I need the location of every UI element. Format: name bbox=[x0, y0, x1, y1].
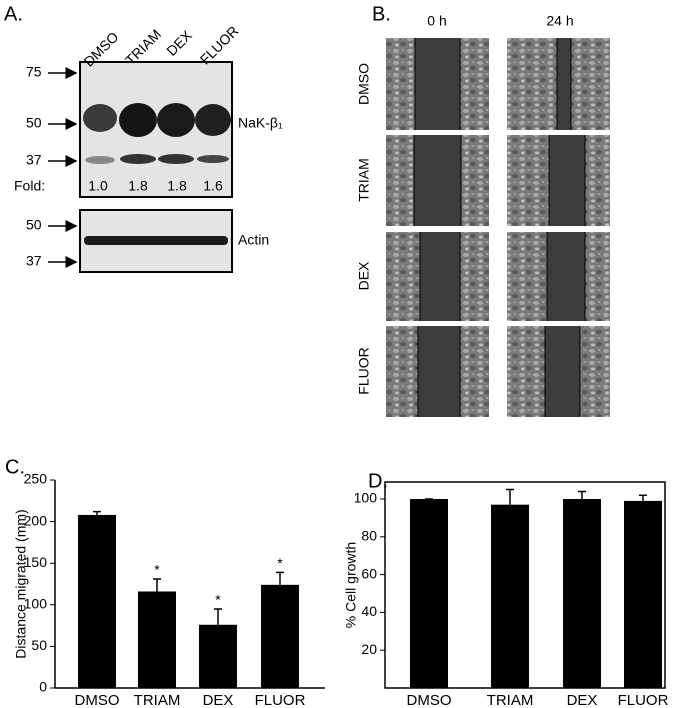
wound-gap bbox=[415, 38, 460, 130]
marker-label: 50 bbox=[26, 115, 42, 131]
bar bbox=[624, 500, 662, 688]
x-tick-label: DMSO bbox=[75, 692, 120, 708]
y-tick-label: 200 bbox=[24, 512, 48, 528]
bar bbox=[491, 504, 529, 688]
wound-gap bbox=[549, 135, 585, 226]
marker-label: 37 bbox=[26, 253, 42, 269]
significance-label: * bbox=[154, 562, 160, 578]
x-tick-label: DEX bbox=[567, 692, 598, 708]
y-tick-label: 150 bbox=[24, 554, 48, 570]
x-tick-label: TRIAM bbox=[134, 692, 181, 708]
y-tick-label: 100 bbox=[354, 490, 378, 506]
wound-gap bbox=[414, 135, 461, 226]
treatment-label: FLUOR bbox=[356, 347, 372, 394]
charts: C. Distance migrated (mm) 0 50 100 150 200 250 D… bbox=[5, 456, 669, 708]
error-bar bbox=[506, 488, 514, 505]
error-bar bbox=[639, 494, 647, 501]
y-tick-label: 80 bbox=[361, 528, 377, 544]
marker-label: 50 bbox=[26, 217, 42, 233]
fold-value: 1.0 bbox=[88, 178, 108, 194]
y-tick-label: 60 bbox=[361, 565, 377, 581]
y-tick-label: 20 bbox=[361, 641, 377, 657]
lane-label: DEX bbox=[163, 27, 195, 59]
significance-label: * bbox=[215, 592, 221, 608]
panel-label: A. bbox=[4, 3, 23, 25]
panel-label: D. bbox=[368, 470, 388, 492]
treatment-label: DMSO bbox=[356, 63, 372, 105]
x-tick-label: TRIAM bbox=[487, 692, 534, 708]
wound-gap bbox=[547, 232, 585, 321]
y-tick-label: 100 bbox=[24, 596, 48, 612]
y-tick-label: 250 bbox=[24, 471, 48, 487]
wound-gap bbox=[557, 38, 571, 130]
y-tick-label: 40 bbox=[361, 603, 377, 619]
fold-value: 1.8 bbox=[128, 178, 148, 194]
y-axis-label: Distance migrated (mm) bbox=[13, 509, 29, 658]
bar bbox=[261, 584, 299, 688]
wound-gap bbox=[420, 232, 460, 321]
bar bbox=[138, 591, 176, 688]
x-tick-label: FLUOR bbox=[255, 692, 306, 708]
error-bar bbox=[214, 608, 222, 625]
timepoint-label: 0 h bbox=[427, 13, 446, 29]
significance-label: * bbox=[277, 555, 283, 571]
x-tick-label: DEX bbox=[203, 692, 234, 708]
blot bbox=[48, 61, 233, 273]
plot-frame bbox=[384, 481, 666, 689]
x-tick-label: DMSO bbox=[407, 692, 452, 708]
panel-label: C. bbox=[5, 456, 25, 478]
fold-value: 1.8 bbox=[167, 178, 187, 194]
error-bar bbox=[578, 490, 586, 500]
lane-label: FLUOR bbox=[197, 23, 242, 68]
x-tick-label: FLUOR bbox=[618, 692, 669, 708]
treatment-label: DEX bbox=[356, 261, 372, 290]
bar bbox=[78, 514, 116, 688]
marker-label: 75 bbox=[26, 64, 42, 80]
marker-label: 37 bbox=[26, 152, 42, 168]
y-tick-label: 0 bbox=[39, 679, 47, 695]
y-tick-label: 50 bbox=[31, 637, 47, 653]
y-axis-label: % Cell growth bbox=[343, 542, 359, 628]
protein-label: Actin bbox=[238, 232, 269, 248]
error-bar bbox=[153, 578, 161, 592]
micrographs bbox=[386, 38, 610, 417]
error-bar bbox=[93, 510, 101, 515]
protein-label: NaK-β₁ bbox=[238, 115, 283, 131]
bar bbox=[199, 624, 237, 688]
fold-label: Fold: bbox=[14, 178, 45, 194]
bar bbox=[563, 499, 601, 688]
timepoint-label: 24 h bbox=[546, 13, 573, 29]
panel-label: B. bbox=[372, 3, 391, 25]
bar bbox=[410, 499, 448, 688]
treatment-label: TRIAM bbox=[356, 158, 372, 202]
wound-gap bbox=[545, 326, 580, 417]
fold-value: 1.6 bbox=[203, 178, 223, 194]
error-bar bbox=[276, 571, 284, 585]
wound-gap bbox=[418, 326, 460, 417]
